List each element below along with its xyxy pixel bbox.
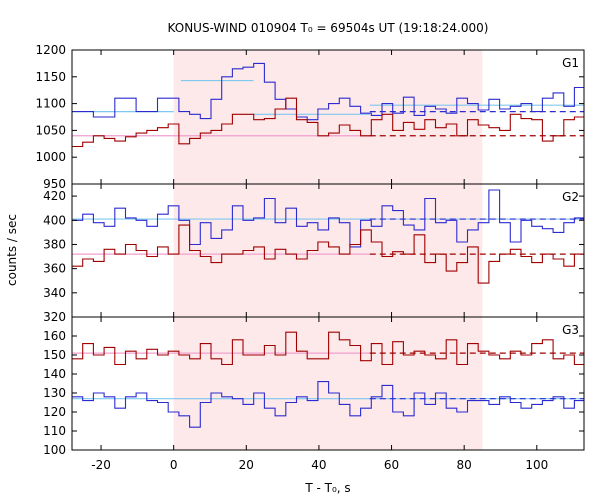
series-red-step xyxy=(72,97,584,148)
shaded-interval xyxy=(173,50,483,450)
x-tick-label: 60 xyxy=(384,458,399,472)
y-axis-label: counts / sec xyxy=(5,214,19,286)
y-tick-label: 100 xyxy=(43,443,66,457)
y-tick-label: 380 xyxy=(43,237,66,251)
y-tick-label: 140 xyxy=(43,367,66,381)
x-tick-label: 0 xyxy=(170,458,178,472)
y-tick-label: 120 xyxy=(43,405,66,419)
panel-g3: 100 110 120 130 140 150 160 G3 xyxy=(43,316,585,457)
panel-frame xyxy=(71,316,585,451)
y-tick-label: 1050 xyxy=(35,123,66,137)
y-tick-label: 400 xyxy=(43,213,66,227)
series-blue-step xyxy=(72,62,584,121)
x-tick-label: 20 xyxy=(239,458,254,472)
y-tick-label: 950 xyxy=(43,177,66,191)
x-tick-label: -20 xyxy=(91,458,111,472)
y-tick-label: 160 xyxy=(43,329,66,343)
y-tick-label: 1150 xyxy=(35,70,66,84)
y-tick-label: 150 xyxy=(43,348,66,362)
y-tick-label: 360 xyxy=(43,262,66,276)
series-red-step xyxy=(72,224,584,284)
x-tick-label: 80 xyxy=(457,458,472,472)
y-tick-label: 110 xyxy=(43,424,66,438)
panel-label: G1 xyxy=(562,56,579,70)
x-tick-label: 100 xyxy=(525,458,548,472)
series-blue-step xyxy=(72,189,584,248)
panel-label: G3 xyxy=(562,323,579,337)
y-tick-label: 1000 xyxy=(35,150,66,164)
x-axis-label: T - T₀, s xyxy=(304,481,350,495)
panel-label: G2 xyxy=(562,190,579,204)
y-tick-label: 340 xyxy=(43,286,66,300)
y-tick-label: 320 xyxy=(43,310,66,324)
chart-title: KONUS-WIND 010904 T₀ = 69504s UT (19:18:… xyxy=(168,21,489,35)
panel-g1: 950 1000 1050 1100 1150 1200 G1 xyxy=(35,43,585,191)
y-tick-label: 420 xyxy=(43,189,66,203)
series-red-step xyxy=(72,331,584,366)
y-tick-label: 1100 xyxy=(35,97,66,111)
plot-area: 95010001050110011501200G1320340360380400… xyxy=(35,43,585,472)
y-tick-label: 1200 xyxy=(35,43,66,57)
x-tick-label: 40 xyxy=(311,458,326,472)
y-tick-label: 130 xyxy=(43,386,66,400)
series-blue-step xyxy=(72,381,584,428)
